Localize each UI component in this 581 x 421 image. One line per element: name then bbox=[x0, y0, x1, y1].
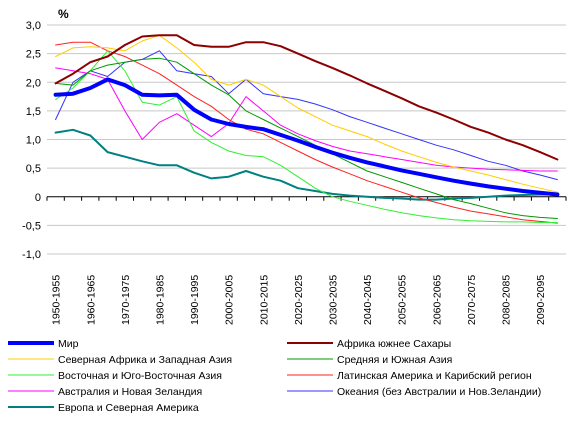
y-tick-label: -1,0 bbox=[22, 249, 41, 261]
y-axis-ticks: 3,0 2,5 2,0 1,5 1,0 0,5 0 -0,5 -1,0 bbox=[22, 20, 41, 261]
legend-label: Океания (без Австралии и Нов.Зеландии) bbox=[337, 386, 541, 398]
x-tick-label: 2060-2065 bbox=[431, 275, 443, 325]
x-tick-label: 1990-1995 bbox=[189, 275, 201, 325]
series-line bbox=[55, 41, 558, 224]
x-tick-label: 1980-1985 bbox=[154, 275, 166, 325]
legend-item: Океания (без Австралии и Нов.Зеландии) bbox=[287, 386, 541, 398]
legend-item: Северная Африка и Западная Азия bbox=[8, 354, 232, 366]
legend: Мир Северная Африка и Западная Азия Восточ… bbox=[8, 338, 541, 414]
legend-label: Австралия и Новая Зеландия bbox=[58, 386, 202, 398]
y-tick-label: 2,0 bbox=[26, 77, 41, 89]
legend-item: Мир bbox=[8, 338, 79, 350]
legend-label: Африка южнее Сахары bbox=[337, 338, 451, 350]
y-tick-label: 0 bbox=[35, 192, 41, 204]
y-tick-label: 0,5 bbox=[26, 163, 41, 175]
legend-label: Европа и Северная Америка bbox=[58, 402, 199, 414]
y-tick-label: 1,0 bbox=[26, 135, 41, 147]
legend-item: Африка южнее Сахары bbox=[287, 338, 451, 350]
legend-item: Европа и Северная Америка bbox=[8, 402, 199, 414]
series-line bbox=[55, 50, 558, 181]
x-tick-label: 2010-2015 bbox=[258, 275, 270, 325]
x-tick-label: 2070-2075 bbox=[466, 275, 478, 325]
legend-label: Средняя и Южная Азия bbox=[337, 354, 452, 366]
y-tick-label: 2,5 bbox=[26, 49, 41, 61]
x-tick-label: 1950-1955 bbox=[51, 275, 63, 325]
legend-label: Мир bbox=[58, 338, 79, 350]
x-axis-ticks: 1950-1955 1960-1965 1970-1975 1980-1985 1990… bbox=[51, 275, 547, 325]
legend-item: Восточная и Юго-Восточная Азия bbox=[8, 370, 222, 382]
y-tick-label: 1,5 bbox=[26, 106, 41, 118]
x-tick-label: 2090-2095 bbox=[535, 275, 547, 325]
x-tick-label: 2080-2085 bbox=[500, 275, 512, 325]
series-line bbox=[53, 77, 560, 197]
legend-item: Средняя и Южная Азия bbox=[287, 354, 452, 366]
x-tick-label: 2040-2045 bbox=[362, 275, 374, 325]
series-line bbox=[55, 57, 558, 219]
series-lines bbox=[53, 34, 560, 224]
legend-label: Северная Африка и Западная Азия bbox=[58, 354, 232, 366]
legend-label: Латинская Америка и Карибский регион bbox=[337, 370, 532, 382]
series-line bbox=[55, 50, 558, 223]
series-line bbox=[54, 34, 559, 161]
series-line bbox=[54, 128, 559, 201]
y-tick-label: 3,0 bbox=[26, 20, 41, 32]
x-tick-label: 2000-2005 bbox=[224, 275, 236, 325]
grid-lines bbox=[47, 24, 566, 255]
series-line bbox=[55, 67, 558, 172]
series-line bbox=[55, 34, 558, 193]
legend-label: Восточная и Юго-Восточная Азия bbox=[58, 370, 222, 382]
x-tick-label: 1960-1965 bbox=[85, 275, 97, 325]
y-unit-label: % bbox=[58, 7, 69, 21]
x-tick-label: 1970-1975 bbox=[120, 275, 132, 325]
x-tick-label: 2030-2035 bbox=[327, 275, 339, 325]
x-tick-label: 2020-2025 bbox=[293, 275, 305, 325]
y-tick-label: -0,5 bbox=[22, 220, 41, 232]
legend-item: Латинская Америка и Карибский регион bbox=[287, 370, 532, 382]
x-tick-label: 2050-2055 bbox=[397, 275, 409, 325]
legend-item: Австралия и Новая Зеландия bbox=[8, 386, 202, 398]
